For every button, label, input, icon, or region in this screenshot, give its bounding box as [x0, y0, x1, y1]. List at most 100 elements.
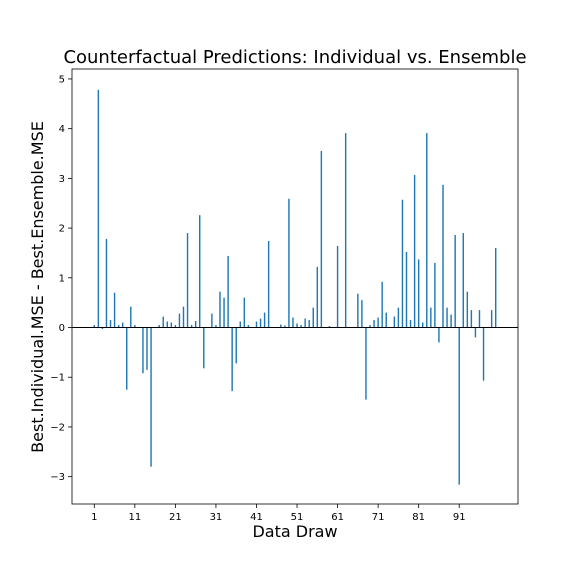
bar	[134, 325, 136, 328]
bar	[357, 293, 359, 328]
x-axis: 1 11 21 31 41 51 61 71 81 91	[91, 504, 466, 523]
y-tick-label: 1	[59, 273, 65, 284]
bar	[292, 317, 294, 328]
bar	[442, 184, 444, 328]
bar	[344, 133, 347, 328]
bar	[381, 281, 383, 328]
bar	[478, 310, 481, 328]
bar	[462, 233, 464, 328]
bar	[474, 327, 477, 338]
x-tick-label: 41	[250, 512, 263, 523]
bar	[166, 321, 168, 328]
bar	[247, 325, 250, 328]
bar	[101, 327, 104, 329]
bar	[409, 320, 412, 328]
bar	[178, 313, 181, 328]
bar	[194, 321, 197, 328]
bar	[482, 327, 485, 381]
y-axis-label: Best.Individual.MSE - Best.Ensemble.MSE	[28, 121, 47, 453]
x-tick-label: 81	[412, 512, 425, 523]
bar	[190, 325, 193, 328]
bar	[494, 247, 497, 328]
x-tick-label: 91	[453, 512, 466, 523]
bar	[438, 327, 440, 343]
bar	[430, 307, 432, 328]
bar	[401, 199, 404, 328]
y-tick-label: 0	[59, 323, 65, 334]
y-tick-label: 3	[59, 174, 65, 185]
bar	[312, 307, 314, 328]
bar	[235, 327, 237, 364]
bar	[215, 325, 217, 328]
bar	[413, 174, 416, 328]
y-tick-label: 2	[59, 224, 65, 235]
bar	[243, 297, 246, 328]
bar	[308, 320, 310, 328]
bar	[280, 324, 282, 328]
bar	[121, 322, 124, 328]
bar	[361, 300, 363, 328]
bar	[446, 307, 448, 328]
bar	[263, 312, 266, 328]
bar	[296, 323, 298, 328]
y-tick-label: −3	[50, 472, 65, 483]
bar	[454, 235, 456, 328]
bar	[393, 316, 396, 328]
bar	[458, 327, 460, 485]
bar	[417, 259, 420, 328]
x-tick-label: 11	[128, 512, 141, 523]
bar	[130, 306, 132, 328]
bar	[158, 325, 160, 328]
bar	[385, 312, 387, 328]
x-tick-label: 61	[331, 512, 344, 523]
bar	[466, 291, 469, 328]
bar	[284, 325, 286, 328]
x-tick-label: 21	[169, 512, 182, 523]
bar	[336, 245, 339, 328]
bar	[113, 292, 116, 328]
x-tick-label: 1	[91, 512, 97, 523]
bar	[203, 327, 205, 369]
bar	[109, 320, 112, 328]
bar	[397, 307, 400, 328]
bar-group	[93, 89, 497, 485]
bar	[316, 266, 319, 328]
bar	[255, 321, 258, 328]
bar	[422, 322, 424, 328]
bar	[199, 215, 201, 328]
bar	[150, 327, 152, 467]
bar	[304, 318, 306, 328]
x-tick-label: 31	[210, 512, 223, 523]
bar	[186, 233, 189, 328]
bar	[470, 310, 473, 328]
bar	[231, 327, 233, 392]
bar	[126, 327, 128, 390]
bar	[377, 317, 379, 328]
bar	[405, 251, 408, 328]
bar	[219, 291, 221, 328]
bar	[227, 255, 229, 328]
bar	[97, 89, 100, 328]
bar	[162, 316, 164, 328]
bar	[182, 306, 185, 328]
y-axis: −3 −2 −1 0 1 2 3 4 5	[50, 74, 72, 483]
bar	[174, 325, 177, 328]
y-tick-label: 5	[59, 74, 65, 85]
bar	[373, 320, 375, 328]
y-tick-label: 4	[59, 124, 65, 135]
bar	[434, 262, 436, 328]
x-tick-label: 51	[291, 512, 304, 523]
bar	[93, 325, 96, 328]
bar	[146, 327, 148, 370]
bar	[300, 325, 302, 328]
bar	[117, 325, 120, 328]
bar	[259, 318, 262, 328]
bar	[328, 326, 331, 328]
bar	[105, 239, 108, 328]
chart-title: Counterfactual Predictions: Individual v…	[63, 47, 526, 68]
bar	[211, 313, 213, 328]
bar	[320, 151, 323, 328]
y-tick-label: −2	[50, 422, 65, 433]
x-tick-label: 71	[372, 512, 385, 523]
